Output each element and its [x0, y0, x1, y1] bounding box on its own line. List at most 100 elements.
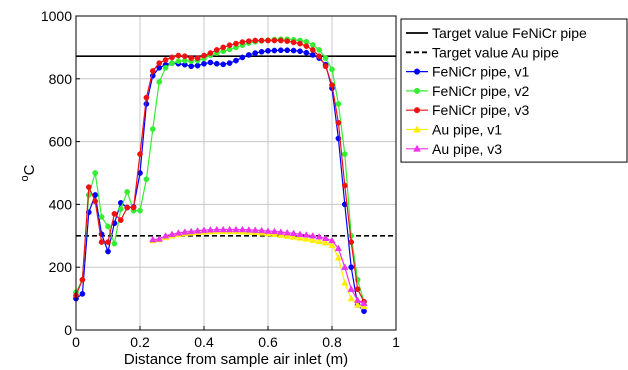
data-point [309, 42, 316, 48]
data-point [175, 52, 182, 59]
data-point [309, 47, 316, 53]
data-point [85, 184, 92, 190]
data-point [271, 47, 278, 54]
data-point [284, 38, 291, 44]
data-point [161, 232, 170, 239]
legend-label: FeNiCr pipe, v1 [432, 64, 529, 80]
data-point [257, 226, 266, 234]
data-point [220, 61, 227, 68]
data-point [341, 151, 348, 158]
data-point [353, 301, 362, 308]
data-point [329, 82, 335, 88]
data-point [309, 236, 317, 243]
data-point [258, 37, 265, 44]
data-point [341, 279, 349, 286]
data-point [322, 55, 329, 61]
data-point [193, 227, 202, 234]
data-point [334, 244, 343, 252]
x-axis-label: Distance from sample air inlet (m) [124, 351, 348, 368]
data-point [361, 308, 367, 315]
legend-entry: FeNiCr pipe, v1 [406, 64, 529, 80]
data-point [347, 294, 355, 302]
data-point [413, 144, 421, 152]
data-point [341, 263, 349, 270]
legend-entry: FeNiCr pipe, v2 [406, 83, 529, 99]
data-point [187, 227, 195, 235]
data-point [124, 204, 131, 211]
data-point [200, 226, 208, 233]
legend-label: FeNiCr pipe, v3 [432, 102, 529, 118]
data-point [239, 39, 246, 45]
x-tick-label: 1 [392, 334, 400, 350]
data-point [207, 50, 214, 56]
x-tick-label: 0.4 [194, 334, 214, 350]
legend-entry: Target value FeNiCr pipe [406, 25, 587, 41]
data-point [302, 231, 311, 238]
data-point [264, 227, 272, 234]
data-point [303, 49, 310, 56]
legend-label: Au pipe, v1 [432, 122, 502, 138]
y-tick-label: 200 [49, 259, 73, 275]
data-point [303, 43, 310, 49]
data-point [79, 276, 86, 283]
data-point [321, 234, 330, 241]
data-point [162, 64, 169, 71]
data-point [213, 47, 220, 53]
data-point [277, 231, 285, 238]
data-point [149, 68, 156, 74]
data-point [258, 48, 265, 55]
x-tick-label: 0 [72, 334, 80, 350]
x-tick-label: 0.2 [130, 334, 150, 350]
data-point [297, 48, 303, 55]
series-2 [73, 36, 367, 305]
data-point [315, 232, 323, 240]
data-point [277, 47, 284, 54]
axis-ticks: 0 0.2 0.4 0.6 0.8 1 0 200 400 600 800 1000 [41, 8, 400, 350]
data-point [143, 176, 150, 183]
data-point [105, 239, 111, 245]
data-point [238, 225, 247, 233]
data-point [289, 229, 298, 236]
data-point [105, 248, 111, 255]
data-point [232, 225, 240, 233]
data-point [169, 60, 175, 66]
data-point [130, 204, 137, 211]
y-axis-label-base: C [21, 164, 38, 175]
data-point [92, 198, 99, 205]
data-point [354, 286, 361, 293]
legend-box [400, 18, 628, 163]
data-point [233, 40, 239, 47]
data-point [175, 58, 182, 65]
data-point [219, 225, 227, 233]
data-point [194, 62, 201, 69]
legend-label: FeNiCr pipe, v2 [432, 83, 529, 99]
data-point [284, 47, 291, 54]
data-point [162, 57, 169, 63]
data-point [316, 47, 323, 53]
x-tick-label: 0.8 [322, 334, 342, 350]
data-point [225, 225, 234, 233]
series-4 [149, 227, 368, 310]
y-tick-label: 1000 [41, 8, 72, 24]
data-point [137, 151, 143, 158]
y-axis-label-superscript: o [19, 175, 31, 181]
reference-lines [76, 55, 396, 237]
legend-entry: Target value Au pipe [406, 44, 559, 60]
data-point [111, 240, 118, 247]
legend-entry: Au pipe, v1 [406, 122, 502, 138]
data-point [329, 66, 335, 73]
data-point [245, 226, 253, 233]
data-point [155, 235, 163, 242]
legend-entry: Au pipe, v3 [406, 141, 502, 157]
y-tick-label: 600 [49, 134, 73, 150]
data-point [328, 236, 336, 244]
legend: Target value FeNiCr pipe Target value Au … [400, 18, 628, 163]
data-point [181, 53, 188, 60]
data-point [271, 37, 278, 44]
data-point [265, 48, 271, 54]
y-tick-label: 0 [64, 322, 72, 338]
data-point [111, 210, 118, 217]
data-point [124, 188, 131, 195]
data-point [213, 225, 221, 233]
